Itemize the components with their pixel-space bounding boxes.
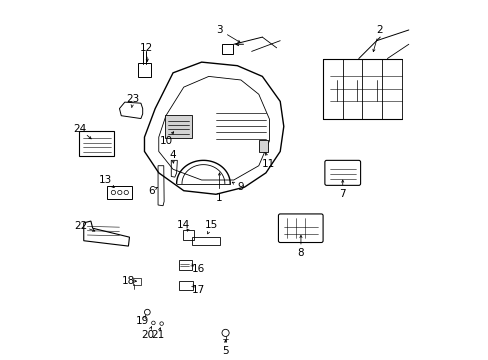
Text: 20: 20 [141, 330, 154, 341]
Text: 19: 19 [136, 316, 149, 326]
Text: 8: 8 [297, 248, 304, 258]
Text: 11: 11 [262, 159, 275, 169]
Text: 15: 15 [204, 220, 218, 230]
Text: 18: 18 [122, 276, 135, 286]
Text: 5: 5 [222, 346, 228, 356]
Text: 17: 17 [191, 285, 204, 295]
FancyBboxPatch shape [165, 115, 191, 138]
Text: 14: 14 [176, 220, 189, 230]
Text: 4: 4 [169, 150, 175, 160]
Text: 1: 1 [216, 193, 223, 203]
Text: 7: 7 [339, 189, 346, 199]
FancyBboxPatch shape [259, 140, 268, 152]
Text: 13: 13 [99, 175, 112, 185]
Text: 21: 21 [151, 330, 164, 341]
Text: 12: 12 [140, 43, 153, 53]
Text: 24: 24 [73, 124, 87, 134]
Text: 6: 6 [148, 186, 155, 196]
Text: 3: 3 [216, 25, 223, 35]
Text: 23: 23 [126, 94, 140, 104]
Text: 9: 9 [237, 182, 244, 192]
Text: 16: 16 [191, 264, 204, 274]
Text: 22: 22 [74, 221, 87, 231]
Text: 10: 10 [159, 136, 172, 146]
Text: 2: 2 [375, 25, 382, 35]
